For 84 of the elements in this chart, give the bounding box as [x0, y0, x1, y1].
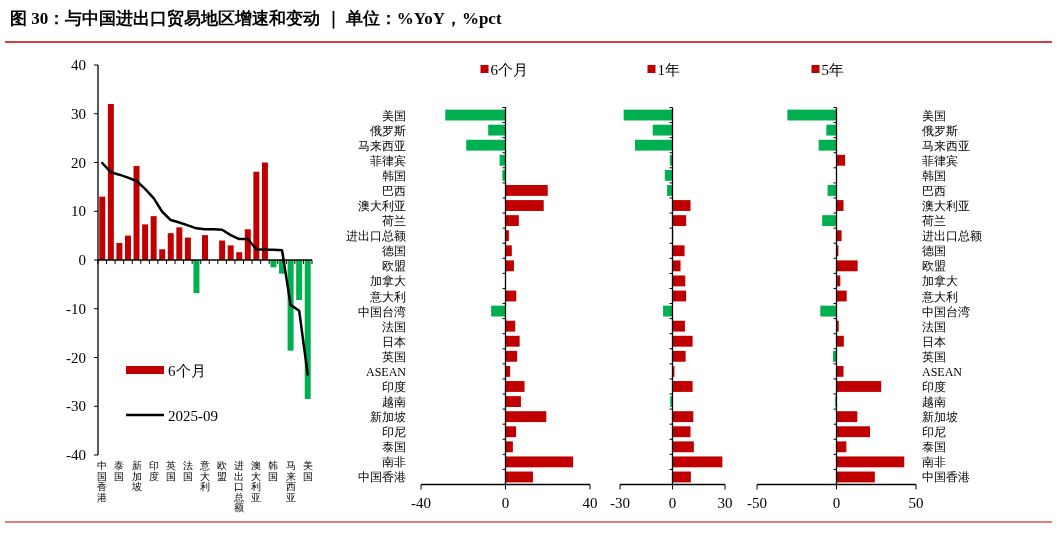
y-tick-label: 0 — [78, 252, 86, 268]
x-tick-label: 新加坡 — [130, 460, 142, 492]
y-tick-label: 意大利 — [921, 289, 958, 304]
y-tick-label: 英国 — [382, 349, 406, 364]
y-tick-label: 巴西 — [382, 183, 406, 198]
y-tick-label: 俄罗斯 — [370, 123, 406, 138]
y-tick-label: 荷兰 — [382, 214, 406, 229]
x-tick-label: 40 — [582, 494, 598, 511]
y-tick-label: 英国 — [922, 349, 946, 364]
y-tick-label: 马来西亚 — [922, 138, 970, 153]
x-tick-label: 0 — [832, 494, 841, 511]
y-tick-label: 印尼 — [382, 425, 406, 440]
y-tick-label: 印度 — [382, 379, 406, 394]
y-tick-label: 南非 — [382, 455, 406, 470]
legend-label: 6个月 — [490, 62, 528, 78]
y-tick-label: 德国 — [922, 244, 946, 259]
x-tick-label: -50 — [747, 494, 767, 511]
y-tick-label: 美国 — [382, 108, 406, 123]
y-tick-label: 荷兰 — [922, 214, 946, 229]
y-tick-label: 美国 — [922, 108, 946, 123]
x-tick-label: 0 — [668, 494, 677, 511]
x-tick-label: -40 — [411, 494, 431, 511]
y-tick-label: 加拿大 — [370, 274, 406, 289]
x-tick-label: 英国 — [165, 460, 176, 482]
x-tick-label: 马来西亚 — [285, 460, 296, 503]
y-tick-label: -20 — [66, 349, 86, 366]
y-tick-label: 加拿大 — [922, 274, 958, 289]
x-tick-label: 30 — [717, 494, 733, 511]
y-tick-label: 德国 — [382, 244, 406, 259]
x-tick-label: 泰国 — [114, 460, 125, 482]
legend-label: 2025-09 — [168, 408, 218, 424]
y-tick-label: -10 — [66, 300, 86, 317]
y-tick-label: 中国台湾 — [358, 304, 406, 319]
y-tick-label: 新加坡 — [370, 410, 406, 425]
y-tick-label: 进出口总额 — [346, 229, 406, 244]
x-tick-label: 法国 — [182, 460, 193, 482]
x-tick-label: 韩国 — [268, 460, 279, 482]
y-tick-label: 10 — [71, 203, 86, 220]
chart-title: 图 30：与中国进出口贸易地区增速和变动 ｜ 单位：%YoY，%pct — [10, 9, 502, 29]
y-tick-label: ASEAN — [922, 364, 963, 379]
x-tick-label: 进出口总额 — [233, 460, 245, 513]
y-tick-label: 30 — [71, 105, 86, 122]
y-tick-label: 巴西 — [922, 183, 946, 198]
y-tick-label: 韩国 — [922, 168, 946, 183]
y-tick-label: 菲律宾 — [922, 153, 958, 168]
y-tick-label: -40 — [66, 447, 86, 463]
y-tick-label: 欧盟 — [382, 259, 406, 274]
legend-label: 1年 — [657, 62, 680, 78]
x-tick-label: 澳大利亚 — [251, 460, 262, 503]
x-tick-label: 0 — [501, 494, 510, 511]
x-tick-label: 意大利 — [199, 460, 210, 492]
y-tick-label: 中国台湾 — [922, 304, 970, 319]
y-tick-label: 越南 — [922, 395, 946, 410]
y-tick-label: 俄罗斯 — [922, 123, 958, 138]
y-tick-label: 越南 — [382, 395, 406, 410]
y-tick-label: 印尼 — [922, 425, 946, 440]
y-tick-label: 20 — [71, 154, 86, 171]
y-tick-label: 澳大利亚 — [358, 199, 406, 214]
y-tick-label: 澳大利亚 — [922, 199, 970, 214]
x-tick-label: 欧盟 — [217, 460, 228, 482]
legend-label: 6个月 — [168, 363, 206, 379]
y-tick-label: 日本 — [382, 334, 406, 349]
y-tick-label: -30 — [66, 398, 86, 415]
y-tick-label: 菲律宾 — [370, 153, 406, 168]
y-tick-label: 泰国 — [382, 440, 406, 455]
y-tick-label: 泰国 — [922, 440, 946, 455]
y-tick-label: 进出口总额 — [922, 229, 982, 244]
y-tick-label: 新加坡 — [922, 410, 958, 425]
y-tick-label: 韩国 — [382, 168, 406, 183]
y-tick-label: 日本 — [922, 334, 946, 349]
y-tick-label: 马来西亚 — [358, 138, 406, 153]
y-tick-label: 欧盟 — [922, 259, 946, 274]
y-tick-label: ASEAN — [365, 364, 407, 379]
y-tick-label: 法国 — [922, 319, 946, 334]
x-tick-label: -30 — [610, 494, 630, 511]
y-tick-label: 法国 — [382, 319, 406, 334]
x-tick-label: 美国 — [302, 460, 313, 482]
legend-label: 5年 — [821, 62, 844, 78]
x-tick-label: 50 — [908, 494, 924, 511]
x-tick-label: 印度 — [148, 460, 159, 482]
y-tick-label: 印度 — [922, 379, 946, 394]
y-tick-label: 40 — [71, 57, 86, 73]
y-tick-label: 意大利 — [369, 289, 406, 304]
y-tick-label: 南非 — [922, 455, 946, 470]
